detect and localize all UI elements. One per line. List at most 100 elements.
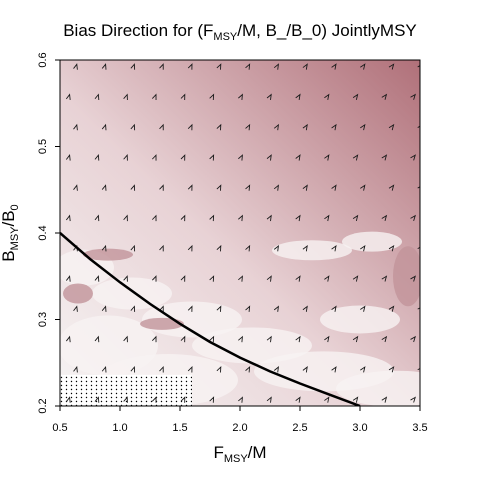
bias-arrow-head — [245, 366, 251, 373]
bias-arrow — [410, 335, 416, 343]
bias-arrow — [65, 93, 71, 101]
bias-arrow — [410, 214, 416, 221]
heatmap-light-patch-8 — [320, 305, 400, 334]
bias-arrow — [216, 305, 222, 312]
heatmap-dark-patch-2 — [63, 283, 93, 304]
bias-arrow-head — [180, 275, 186, 282]
heatmap-dark-patch-1 — [140, 317, 184, 330]
bias-arrow-head — [73, 63, 78, 70]
bias-arrow-head — [101, 184, 107, 191]
bias-arrow — [73, 305, 78, 312]
bias-arrow — [245, 366, 251, 373]
bias-arrow — [245, 244, 251, 252]
bias-arrow — [209, 93, 215, 101]
bias-arrow — [360, 123, 366, 131]
bias-arrow-head — [245, 184, 251, 191]
bias-arrow-head — [324, 93, 330, 100]
bias-arrow-head — [123, 214, 128, 222]
bias-arrow — [101, 305, 107, 312]
bias-arrow-head — [159, 123, 164, 131]
bias-arrow-head — [266, 396, 272, 403]
bias-arrow — [130, 305, 136, 312]
bias-arrow-head — [302, 305, 308, 312]
bias-arrow-head — [324, 396, 330, 403]
bias-arrow — [180, 335, 186, 343]
bias-arrow — [65, 396, 71, 403]
bias-arrow — [123, 275, 128, 282]
chart-title: Bias Direction for (FMSY/M, B_/B_0) Join… — [63, 21, 417, 43]
bias-arrow — [245, 63, 251, 70]
bias-arrow — [331, 123, 337, 131]
bias-arrow — [65, 214, 71, 222]
bias-arrow-head — [187, 63, 193, 70]
bias-arrow-head — [295, 154, 301, 161]
bias-arrow-head — [352, 396, 359, 403]
bias-arrow — [130, 63, 136, 70]
bias-arrow — [381, 396, 388, 403]
bias-arrow — [187, 244, 193, 252]
bias-arrow — [266, 335, 272, 343]
bias-arrow — [238, 396, 243, 403]
bias-arrow — [273, 184, 279, 191]
bias-arrow — [101, 184, 107, 191]
bias-arrow-head — [65, 93, 71, 101]
bias-arrow-head — [302, 366, 308, 373]
bias-arrow-head — [381, 93, 388, 100]
bias-arrow — [331, 366, 337, 373]
bias-arrow — [388, 123, 395, 131]
bias-arrow-head — [94, 396, 100, 403]
bias-arrow — [381, 335, 388, 343]
bias-arrow-head — [410, 396, 416, 403]
bias-arrow-head — [381, 275, 388, 282]
bias-arrow — [94, 335, 100, 343]
heatmap-blotches — [60, 231, 420, 406]
bias-arrow-head — [151, 154, 157, 161]
bias-arrow-head — [101, 63, 107, 70]
bias-arrow-head — [331, 123, 337, 131]
bias-arrow-head — [73, 184, 78, 191]
bias-arrow-head — [417, 184, 420, 191]
bias-arrow-head — [209, 396, 215, 403]
bias-arrow-head — [302, 184, 308, 191]
bias-arrow — [123, 396, 128, 403]
bias-arrow-head — [410, 335, 416, 343]
bias-arrow — [209, 154, 215, 161]
bias-arrow — [352, 93, 359, 100]
bias-arrow — [209, 396, 215, 403]
bias-arrow — [266, 214, 272, 222]
bias-arrow-head — [331, 244, 337, 252]
bias-arrow — [381, 154, 388, 161]
bias-arrow — [410, 396, 416, 403]
bias-arrow-head — [360, 366, 366, 373]
bias-arrow — [73, 365, 78, 373]
bias-arrow-head — [216, 366, 222, 373]
x-tick-label: 1.5 — [172, 422, 187, 434]
bias-arrow — [187, 123, 193, 131]
bias-arrow — [360, 184, 366, 191]
bias-arrow — [324, 154, 330, 161]
x-tick-label: 1.0 — [112, 422, 127, 434]
bias-arrow-head — [209, 335, 215, 343]
heatmap-dark-patch-3 — [393, 246, 420, 307]
bias-arrow — [360, 305, 366, 312]
bias-arrow-head — [187, 365, 193, 373]
bias-arrow — [245, 305, 251, 312]
bias-arrow-head — [151, 93, 157, 100]
bias-arrow-head — [273, 366, 279, 373]
bias-arrow-head — [417, 245, 420, 252]
bias-arrow-head — [388, 123, 395, 131]
bias-arrow-head — [151, 214, 157, 222]
bias-arrow — [331, 244, 337, 252]
heatmap-light-patch-1 — [92, 277, 172, 310]
bias-arrow — [130, 365, 136, 373]
x-tick-label: 2.0 — [232, 422, 247, 434]
bias-arrow-head — [151, 275, 157, 282]
bias-arrow-head — [410, 154, 416, 161]
bias-arrow-head — [65, 275, 71, 282]
bias-arrow-head — [101, 123, 107, 131]
bias-arrow-head — [295, 396, 301, 403]
bias-arrow — [360, 366, 366, 373]
bias-arrow-head — [352, 154, 359, 161]
bias-arrow-head — [180, 154, 186, 161]
